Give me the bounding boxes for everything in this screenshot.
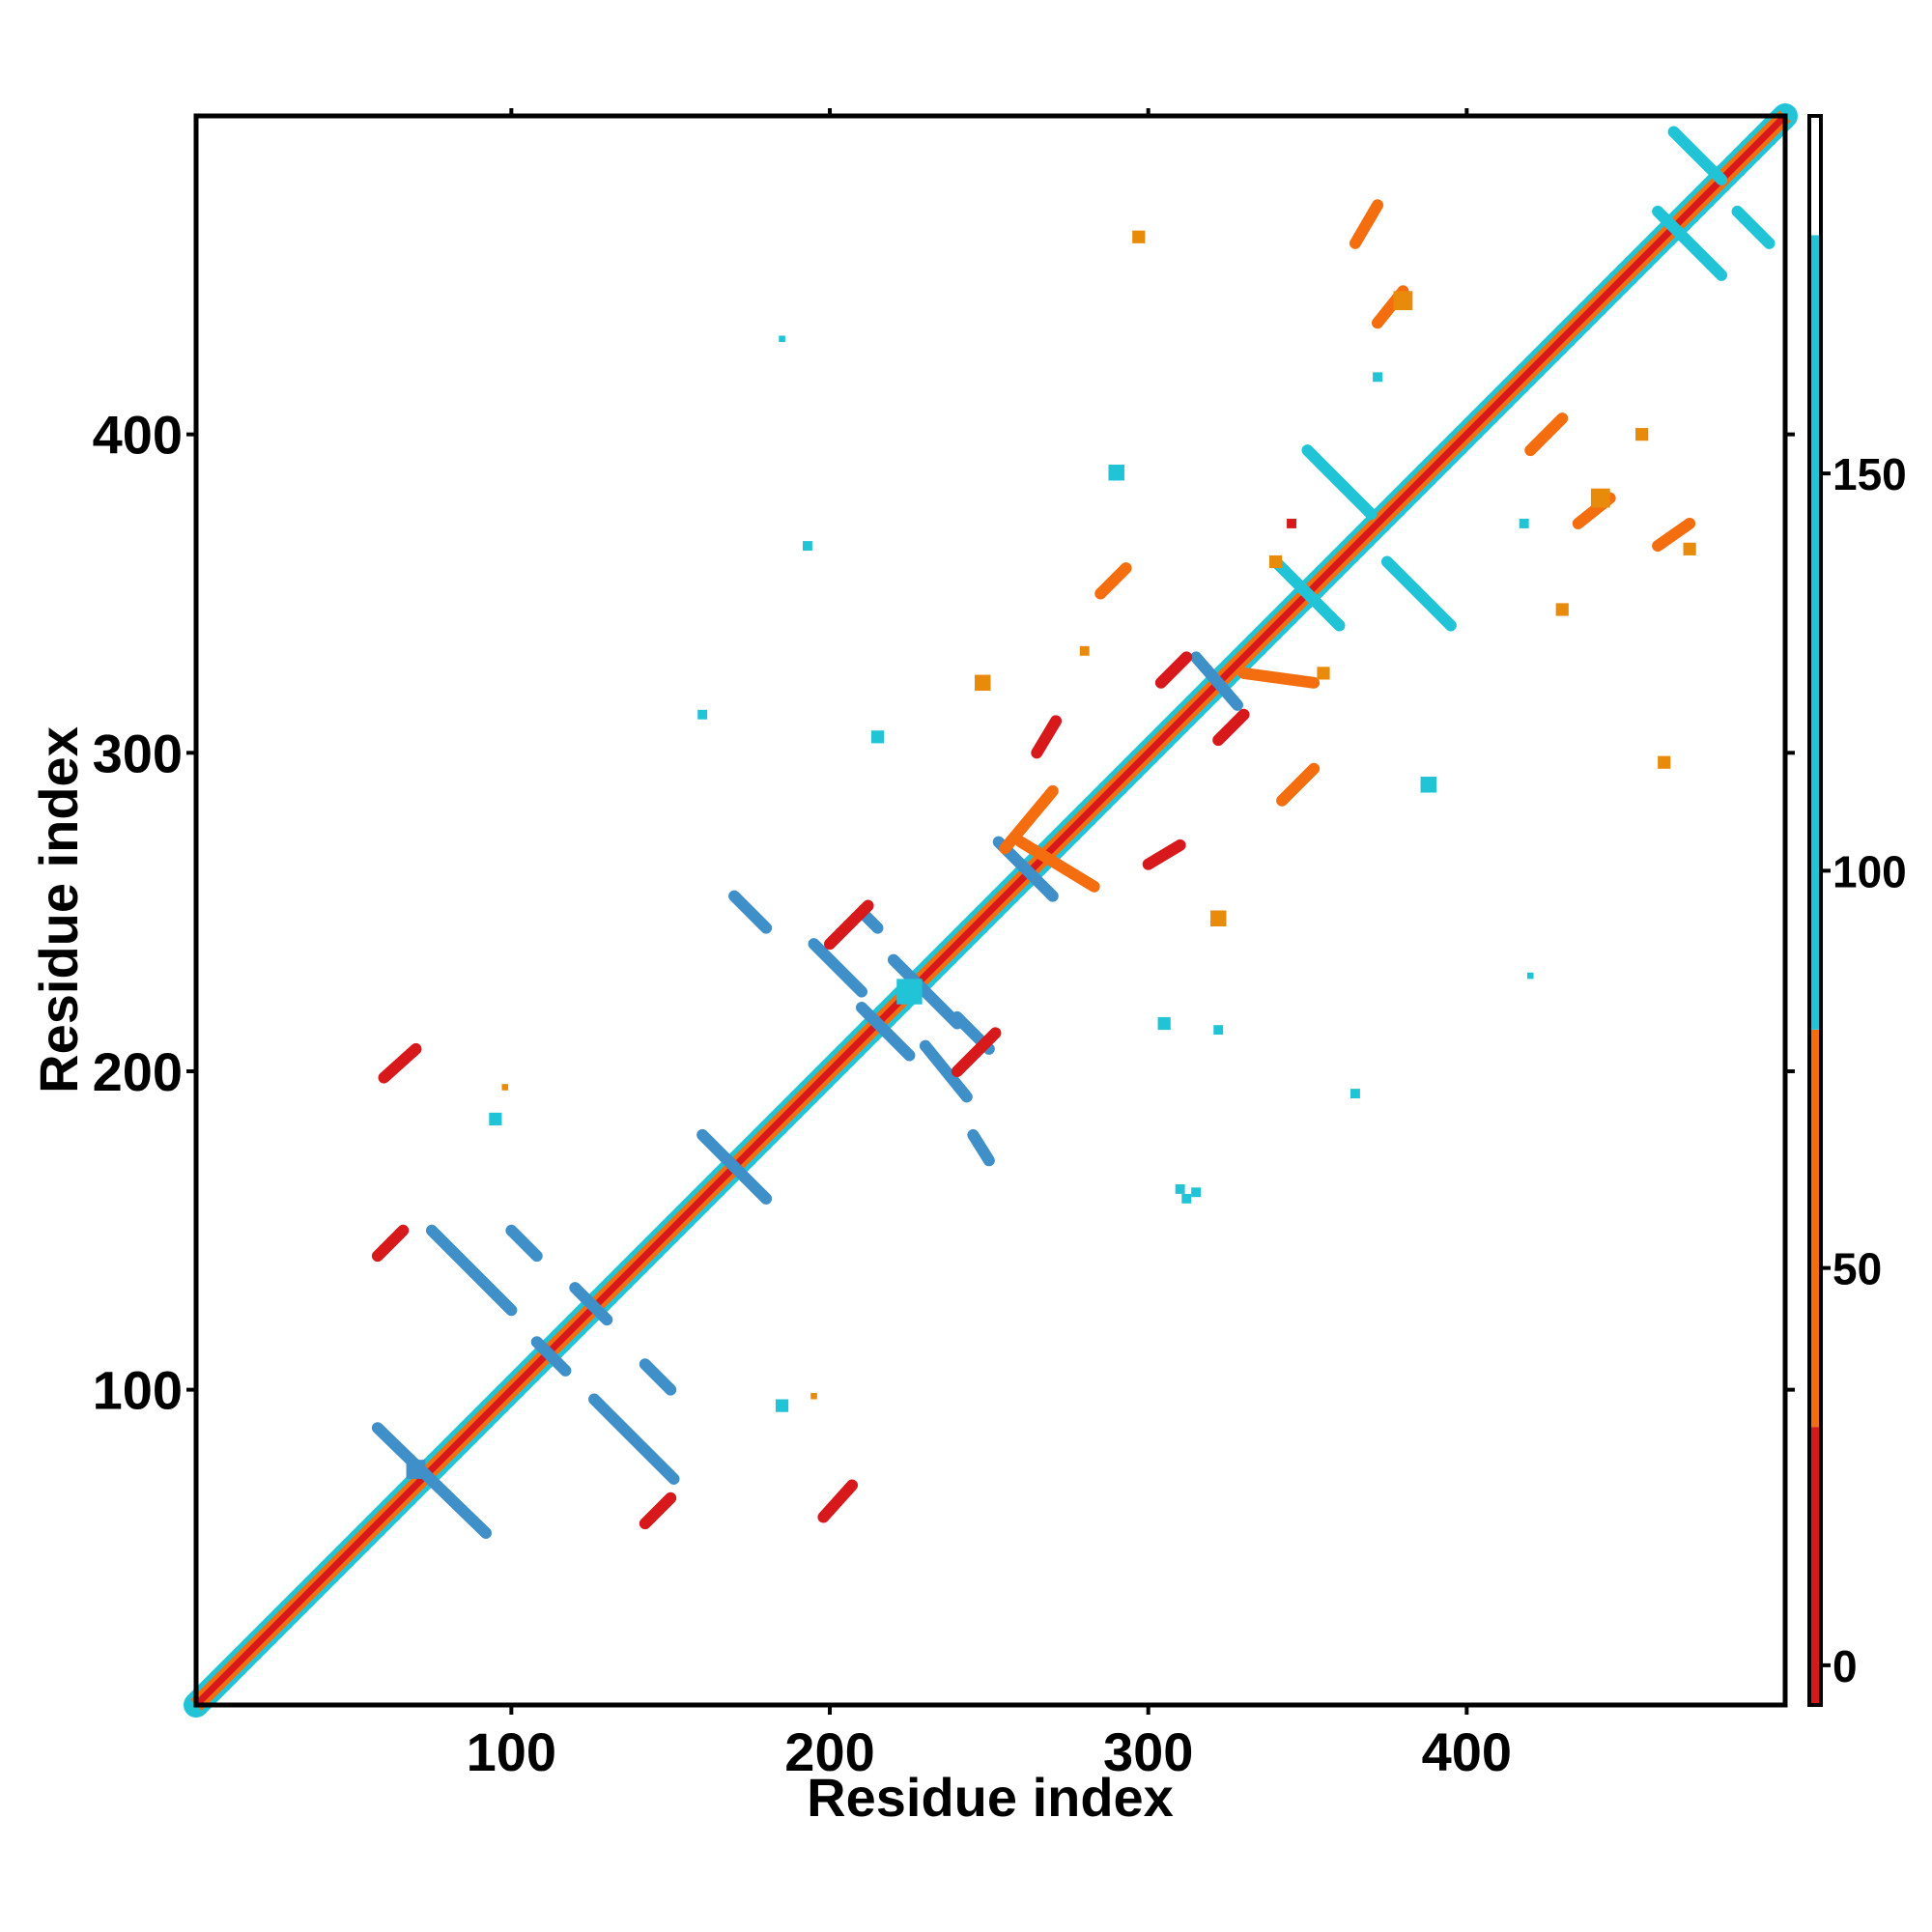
contact-cell <box>1350 1089 1360 1098</box>
contact-strand <box>371 1422 492 1539</box>
y-tick-label: 300 <box>93 723 183 783</box>
contact-strand <box>505 1224 543 1263</box>
contact-strand <box>425 1224 518 1317</box>
contact-cell <box>1683 542 1696 555</box>
contact-strand <box>808 938 867 998</box>
contact-strand <box>696 1128 773 1205</box>
contact-strand <box>728 890 773 934</box>
y-tick-label: 100 <box>93 1360 183 1421</box>
contact-strand <box>1014 836 1100 893</box>
plot-frame <box>193 113 1788 1708</box>
contact-strand <box>1276 762 1321 807</box>
contact-strand <box>887 953 963 1030</box>
contact-cell <box>1287 519 1296 528</box>
contact-strand <box>1031 715 1063 759</box>
y-tick-label: 400 <box>93 405 183 466</box>
contact-cell <box>1635 428 1649 441</box>
x-axis-ticks: 100 200 300 400 <box>467 108 1512 1782</box>
contact-strand <box>569 1282 613 1326</box>
colorbar-band <box>1809 235 1821 1030</box>
contact-strand <box>817 1479 859 1523</box>
contact-marks <box>184 103 1798 1718</box>
contact-cell <box>803 541 812 551</box>
diagonal-core <box>193 113 1788 1708</box>
contact-cell <box>1393 291 1413 311</box>
contact-cell <box>975 674 991 692</box>
contact-strand <box>371 1224 410 1263</box>
contact-cell <box>406 1460 426 1479</box>
contact-cell <box>810 1392 817 1400</box>
contact-cell <box>1519 519 1529 528</box>
y-tick-label: 200 <box>93 1041 183 1102</box>
contact-cell <box>1079 645 1090 656</box>
colorbar-tick-label: 150 <box>1833 449 1907 499</box>
contact-cell <box>1526 972 1534 980</box>
contact-cell <box>1420 777 1437 793</box>
contact-strand <box>1380 555 1457 632</box>
contact-strand <box>378 1042 422 1084</box>
colorbar-tick-label: 0 <box>1833 1641 1858 1691</box>
contact-cell <box>1317 667 1330 680</box>
contact-cell <box>1157 1016 1171 1031</box>
contact-cell <box>870 730 885 744</box>
contact-cell <box>1213 1025 1224 1036</box>
contact-strand <box>1237 667 1321 689</box>
contact-cell <box>896 979 923 1005</box>
contact-cell <box>489 1112 502 1126</box>
contact-strand <box>919 1039 973 1103</box>
contact-strand <box>999 784 1059 855</box>
contact-strand <box>1142 838 1186 870</box>
colorbar-frame <box>1807 114 1823 1707</box>
contact-cell <box>1132 230 1146 243</box>
contact-cell <box>779 335 785 343</box>
contact-cell <box>1191 1187 1202 1198</box>
colorbar: 0 50 100 150 <box>1807 114 1907 1707</box>
colorbar-band <box>1809 116 1821 236</box>
contact-strand <box>1212 708 1250 747</box>
x-tick-label: 400 <box>1422 1721 1512 1782</box>
contact-strand <box>1524 412 1569 457</box>
contact-cell <box>1175 1184 1185 1194</box>
contact-cell <box>1209 910 1227 926</box>
contact-strand <box>824 899 874 951</box>
contact-cell <box>1181 1193 1192 1204</box>
contact-strand <box>639 1492 677 1530</box>
colorbar-band <box>1809 1029 1821 1428</box>
contact-cell <box>1658 755 1671 769</box>
colorbar-tick-label: 100 <box>1833 846 1907 896</box>
x-axis-label: Residue index <box>807 1767 1174 1828</box>
x-tick-label: 300 <box>1103 1721 1193 1782</box>
contact-strand <box>1731 205 1776 249</box>
contact-strand <box>855 1002 916 1062</box>
colorbar-band <box>1809 1427 1821 1705</box>
contact-cell <box>697 709 708 720</box>
contact-cell <box>1268 554 1283 569</box>
contact-cell <box>1373 372 1382 383</box>
contact-strand <box>588 1393 680 1485</box>
contact-cell <box>775 1399 789 1412</box>
contact-strand <box>1301 444 1378 521</box>
contact-strand <box>1652 205 1728 281</box>
contact-cell <box>1108 464 1124 481</box>
contact-strand <box>639 1358 677 1396</box>
x-tick-label: 100 <box>467 1721 556 1782</box>
contact-strand <box>967 1128 995 1167</box>
contact-strand <box>1190 651 1243 711</box>
contact-strand <box>1269 555 1346 632</box>
contact-strand <box>1154 651 1193 689</box>
contact-strand <box>530 1336 572 1377</box>
y-axis-label: Residue index <box>28 726 89 1094</box>
contact-cell <box>1590 488 1610 508</box>
contact-strand <box>1667 126 1728 185</box>
contact-strand <box>1094 562 1132 600</box>
colorbar-tick-label: 50 <box>1833 1244 1882 1294</box>
contact-strand <box>1652 517 1696 553</box>
contact-strand <box>1349 199 1384 249</box>
y-axis-ticks: 100 200 300 400 <box>93 405 1795 1421</box>
contact-cell <box>501 1084 509 1091</box>
contact-cell <box>1555 603 1569 616</box>
x-tick-label: 200 <box>784 1721 874 1782</box>
contact-strand <box>951 1027 1002 1077</box>
